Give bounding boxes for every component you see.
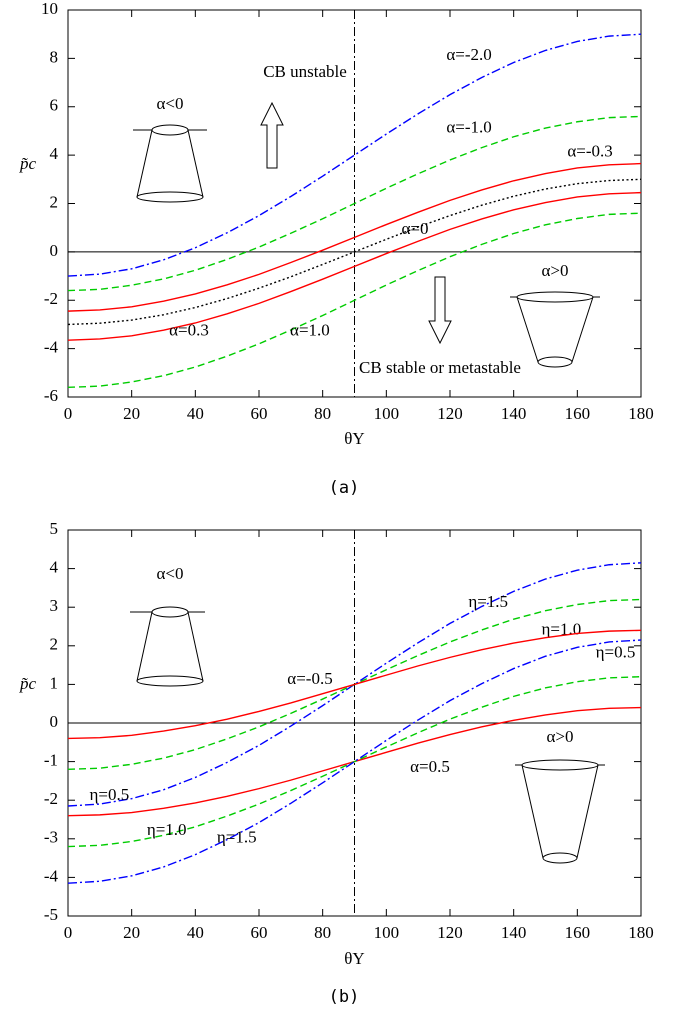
y-tick-label: -5 [44,905,58,924]
series-line [67,639,642,884]
arrow [428,276,452,345]
cup-side [521,764,544,859]
y-axis-label: p̃c [19,674,37,693]
y-tick-label: -3 [44,828,58,847]
y-tick-label: -6 [44,386,58,405]
cup-bottom [136,675,204,687]
x-tick-label: 100 [374,404,400,423]
x-tick-label: 40 [187,923,204,942]
x-tick-label: 160 [565,404,591,423]
series-line [67,178,642,326]
arrow [260,101,284,169]
series-line [67,212,642,389]
x-axis-label: θY [344,429,364,448]
y-tick-label: 3 [50,596,59,615]
y-tick-label: 0 [50,712,59,731]
annotation: α=-0.5 [287,669,332,688]
cup-side [516,296,539,363]
y-tick-label: -1 [44,751,58,770]
x-tick-label: 60 [251,404,268,423]
y-axis-label: p̃c [19,154,37,173]
cup-side [187,611,204,682]
x-tick-label: 140 [501,923,527,942]
y-tick-label: 4 [50,558,59,577]
series-label: α=0 [401,219,428,238]
cup-top [516,291,594,303]
cup-side [136,611,153,682]
series-label: η=1.0 [542,619,582,638]
y-tick-label: -2 [44,289,58,308]
x-tick-label: 60 [251,923,268,942]
annotation: α=0.5 [410,757,450,776]
x-tick-label: 80 [314,404,331,423]
cup-side [136,129,153,198]
series-line [67,629,642,740]
cup-top [151,606,189,618]
cup-bottom [537,356,573,368]
y-tick-label: 0 [50,241,59,260]
annotation: CB unstable [263,62,347,81]
x-tick-label: 160 [565,923,591,942]
y-tick-label: 5 [50,519,59,538]
x-tick-label: 20 [123,923,140,942]
series-label: α=-1.0 [446,117,491,136]
caption: (b) [329,987,360,1007]
series-label: η=0.5 [90,785,130,804]
series-line [67,33,642,277]
series-line [67,191,642,341]
x-tick-label: 100 [374,923,400,942]
cup-side [187,129,204,198]
y-tick-label: 4 [50,144,59,163]
annotation: CB stable or metastable [359,358,521,377]
y-tick-label: 8 [50,47,59,66]
y-tick-label: 2 [50,192,59,211]
series-line [67,115,642,292]
annotation: α<0 [157,564,184,583]
x-tick-label: 20 [123,404,140,423]
series-label: α=1.0 [290,321,330,340]
series-label: η=1.5 [217,828,257,847]
cup-top [521,759,599,771]
series-line [67,675,642,848]
series-label: η=1.0 [147,820,187,839]
y-tick-label: -2 [44,789,58,808]
y-tick-label: -4 [44,338,59,357]
series-line [67,562,642,807]
series-label: α=-2.0 [446,45,491,64]
cup-top [151,124,189,136]
x-axis-label: θY [344,949,364,968]
series-label: η=1.5 [468,592,508,611]
series-label: α=-0.3 [567,142,612,161]
y-tick-label: 6 [50,96,59,115]
y-tick-label: 10 [41,0,58,18]
x-tick-label: 0 [64,923,73,942]
y-tick-label: 2 [50,635,59,654]
annotation: α<0 [157,94,184,113]
series-label: η=0.5 [596,642,636,661]
x-tick-label: 180 [628,923,654,942]
x-tick-label: 40 [187,404,204,423]
cup-bottom [136,191,204,203]
x-tick-label: 120 [437,923,463,942]
cup-side [576,764,599,859]
y-tick-label: 1 [50,673,59,692]
y-tick-label: -4 [44,866,59,885]
x-tick-label: 140 [501,404,527,423]
series-label: α=0.3 [169,321,209,340]
x-tick-label: 120 [437,404,463,423]
caption: (a) [329,478,360,498]
x-tick-label: 180 [628,404,654,423]
annotation: α>0 [547,727,574,746]
annotation: α>0 [542,261,569,280]
x-tick-label: 0 [64,404,73,423]
cup-side [571,296,594,363]
cup-bottom [542,852,578,864]
series-line [67,162,642,312]
x-tick-label: 80 [314,923,331,942]
